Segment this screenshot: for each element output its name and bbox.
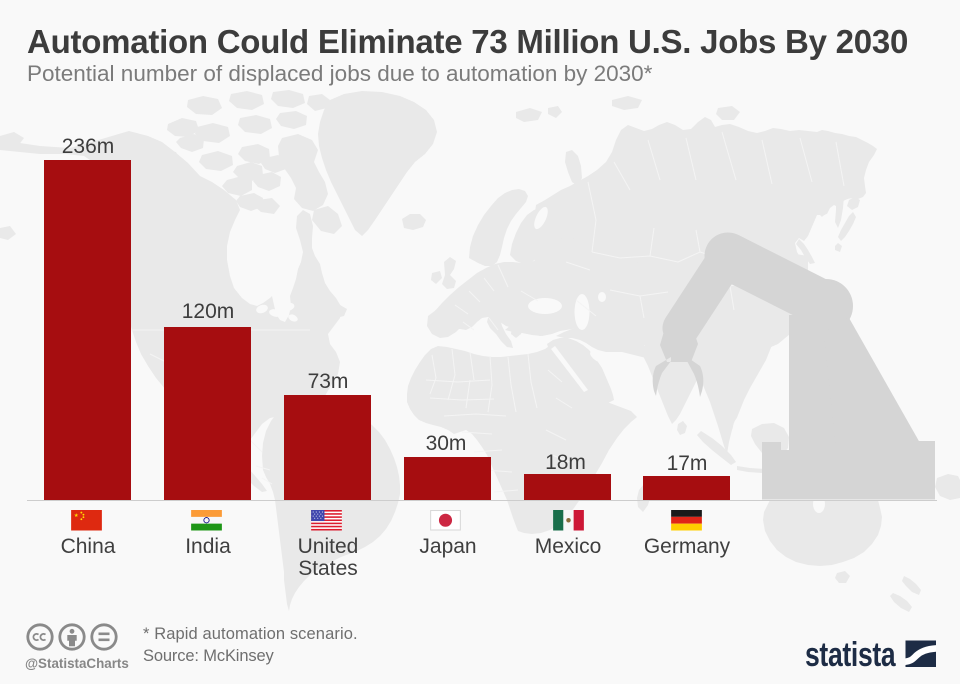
svg-text:statista: statista: [805, 636, 897, 674]
